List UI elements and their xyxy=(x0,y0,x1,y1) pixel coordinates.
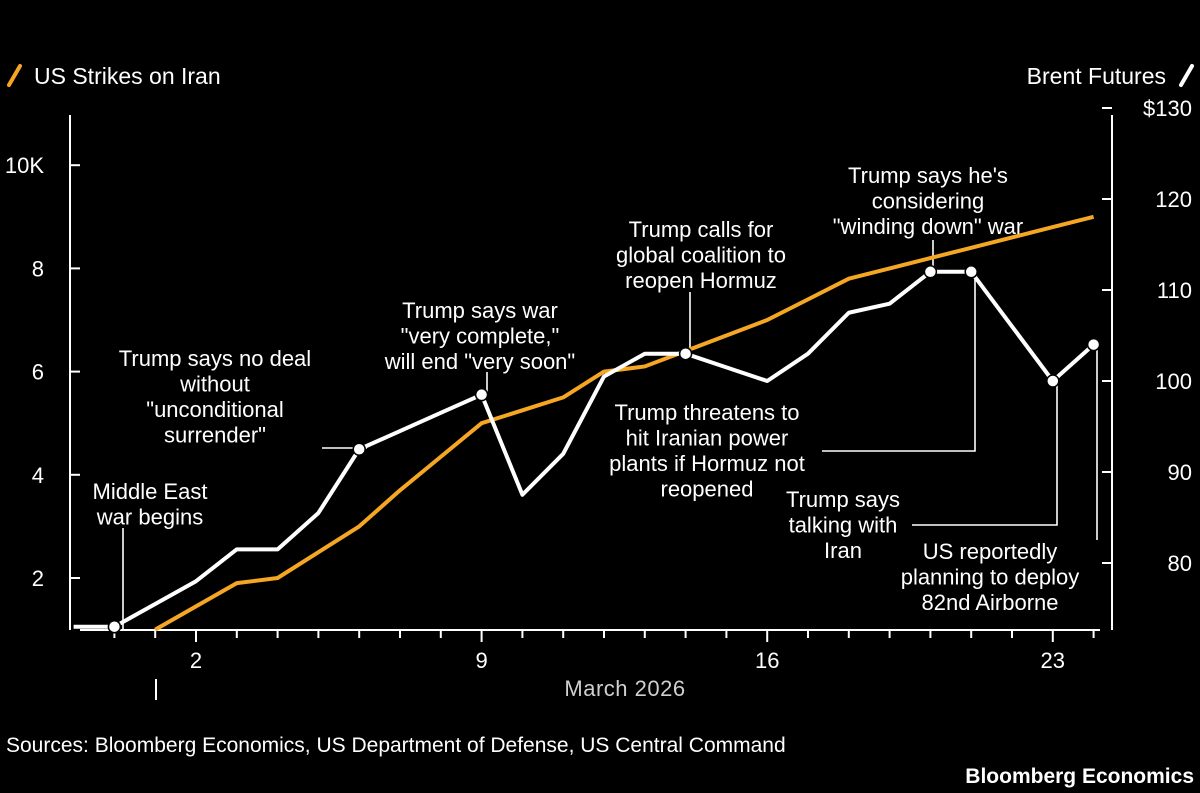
legend-right: Brent Futures xyxy=(1027,63,1194,89)
annotation-line: Iran xyxy=(824,538,862,563)
right-tick-label: 110 xyxy=(1157,278,1192,303)
event-marker xyxy=(1086,337,1101,352)
annotation-line: global coalition to xyxy=(616,243,786,268)
left-tick-label: 10K xyxy=(5,153,44,178)
event-marker xyxy=(1046,374,1060,388)
annotation-line: reopen Hormuz xyxy=(625,268,777,293)
brand-label: Bloomberg Economics xyxy=(965,765,1194,788)
annotation-line: war begins xyxy=(96,505,203,530)
left-tick-label: 8 xyxy=(32,256,44,281)
left-tick-label: 6 xyxy=(32,360,44,385)
legend-label-strikes: US Strikes on Iran xyxy=(34,63,221,89)
right-axis-ticks: 80 90 100 110 120 $130 xyxy=(1102,96,1192,576)
annotation-no-deal: Trump says no dealwithout"unconditionals… xyxy=(119,346,311,448)
series-line-us-strikes xyxy=(154,214,1095,632)
axes: 2 4 6 8 10K 80 90 100 110 120 $130 2 9 16 23 March 2… xyxy=(5,96,1192,701)
event-markers xyxy=(107,265,1101,634)
left-tick-label: 4 xyxy=(32,463,44,488)
annotation-line: considering xyxy=(872,189,985,214)
sources-note: Sources: Bloomberg Economics, US Departm… xyxy=(6,734,786,757)
annotation-line: Trump says war xyxy=(402,298,558,323)
x-axis-ticks: 2 9 16 23 xyxy=(113,630,1095,673)
left-axis-ticks: 2 4 6 8 10K xyxy=(5,153,80,591)
legend-label-brent: Brent Futures xyxy=(1027,63,1166,89)
chart-title: Bombs, Barrels and Bombast xyxy=(6,4,440,39)
legend-swatch-brent xyxy=(1179,64,1194,87)
annotation-line: Middle East xyxy=(93,479,208,504)
right-tick-label: 80 xyxy=(1168,551,1192,576)
left-tick-label: 2 xyxy=(32,566,44,591)
event-marker xyxy=(923,265,938,279)
annotation-leaders xyxy=(122,240,1098,630)
annotation-line: planning to deploy xyxy=(901,565,1080,590)
x-tick-label: 23 xyxy=(1041,648,1065,673)
right-tick-label: 120 xyxy=(1155,187,1192,212)
legend-left: US Strikes on Iran xyxy=(7,63,221,89)
x-axis-label: March 2026 xyxy=(564,676,685,701)
annotation-line: "unconditional xyxy=(146,397,283,422)
event-marker xyxy=(107,619,122,634)
annotation-line: hit Iranian power xyxy=(626,426,789,451)
annotation-line: "very complete," xyxy=(401,324,560,349)
annotation-line: "winding down" war xyxy=(833,214,1024,239)
annotation-line: Trump says he's xyxy=(848,163,1008,188)
annotation-line: surrender" xyxy=(164,423,266,448)
annotation-line: without xyxy=(179,372,250,397)
annotation-line: Trump calls for xyxy=(629,217,774,242)
annotation-line: 82nd Airborne xyxy=(922,590,1059,615)
leader-talking-iran xyxy=(912,383,1058,526)
event-marker xyxy=(352,442,366,456)
right-tick-label: $130 xyxy=(1143,96,1192,121)
right-tick-label: 100 xyxy=(1155,369,1192,394)
x-tick-label: 2 xyxy=(190,648,202,673)
annotation-line: will end "very soon" xyxy=(384,349,575,374)
event-marker xyxy=(474,387,489,402)
leader-power-plants xyxy=(822,272,976,452)
annotation-very-complete: Trump says war"very complete,"will end "… xyxy=(384,298,575,374)
annotation-line: Trump says no deal xyxy=(119,346,311,371)
annotation-line: talking with xyxy=(789,513,898,538)
annotation-line: plants if Hormuz not xyxy=(609,451,805,476)
right-tick-label: 90 xyxy=(1168,460,1192,485)
event-marker xyxy=(678,346,693,361)
annotation-line: Trump says xyxy=(786,487,900,512)
annotation-line: reopened xyxy=(661,477,754,502)
legend-swatch-strikes xyxy=(7,64,22,87)
annotation-line: US reportedly xyxy=(923,539,1058,564)
x-tick-label: 16 xyxy=(755,648,779,673)
x-tick-label: 9 xyxy=(475,648,487,673)
annotation-line: Trump threatens to xyxy=(614,400,799,425)
series-line-brent-futures xyxy=(73,269,1095,629)
event-marker xyxy=(964,265,978,279)
